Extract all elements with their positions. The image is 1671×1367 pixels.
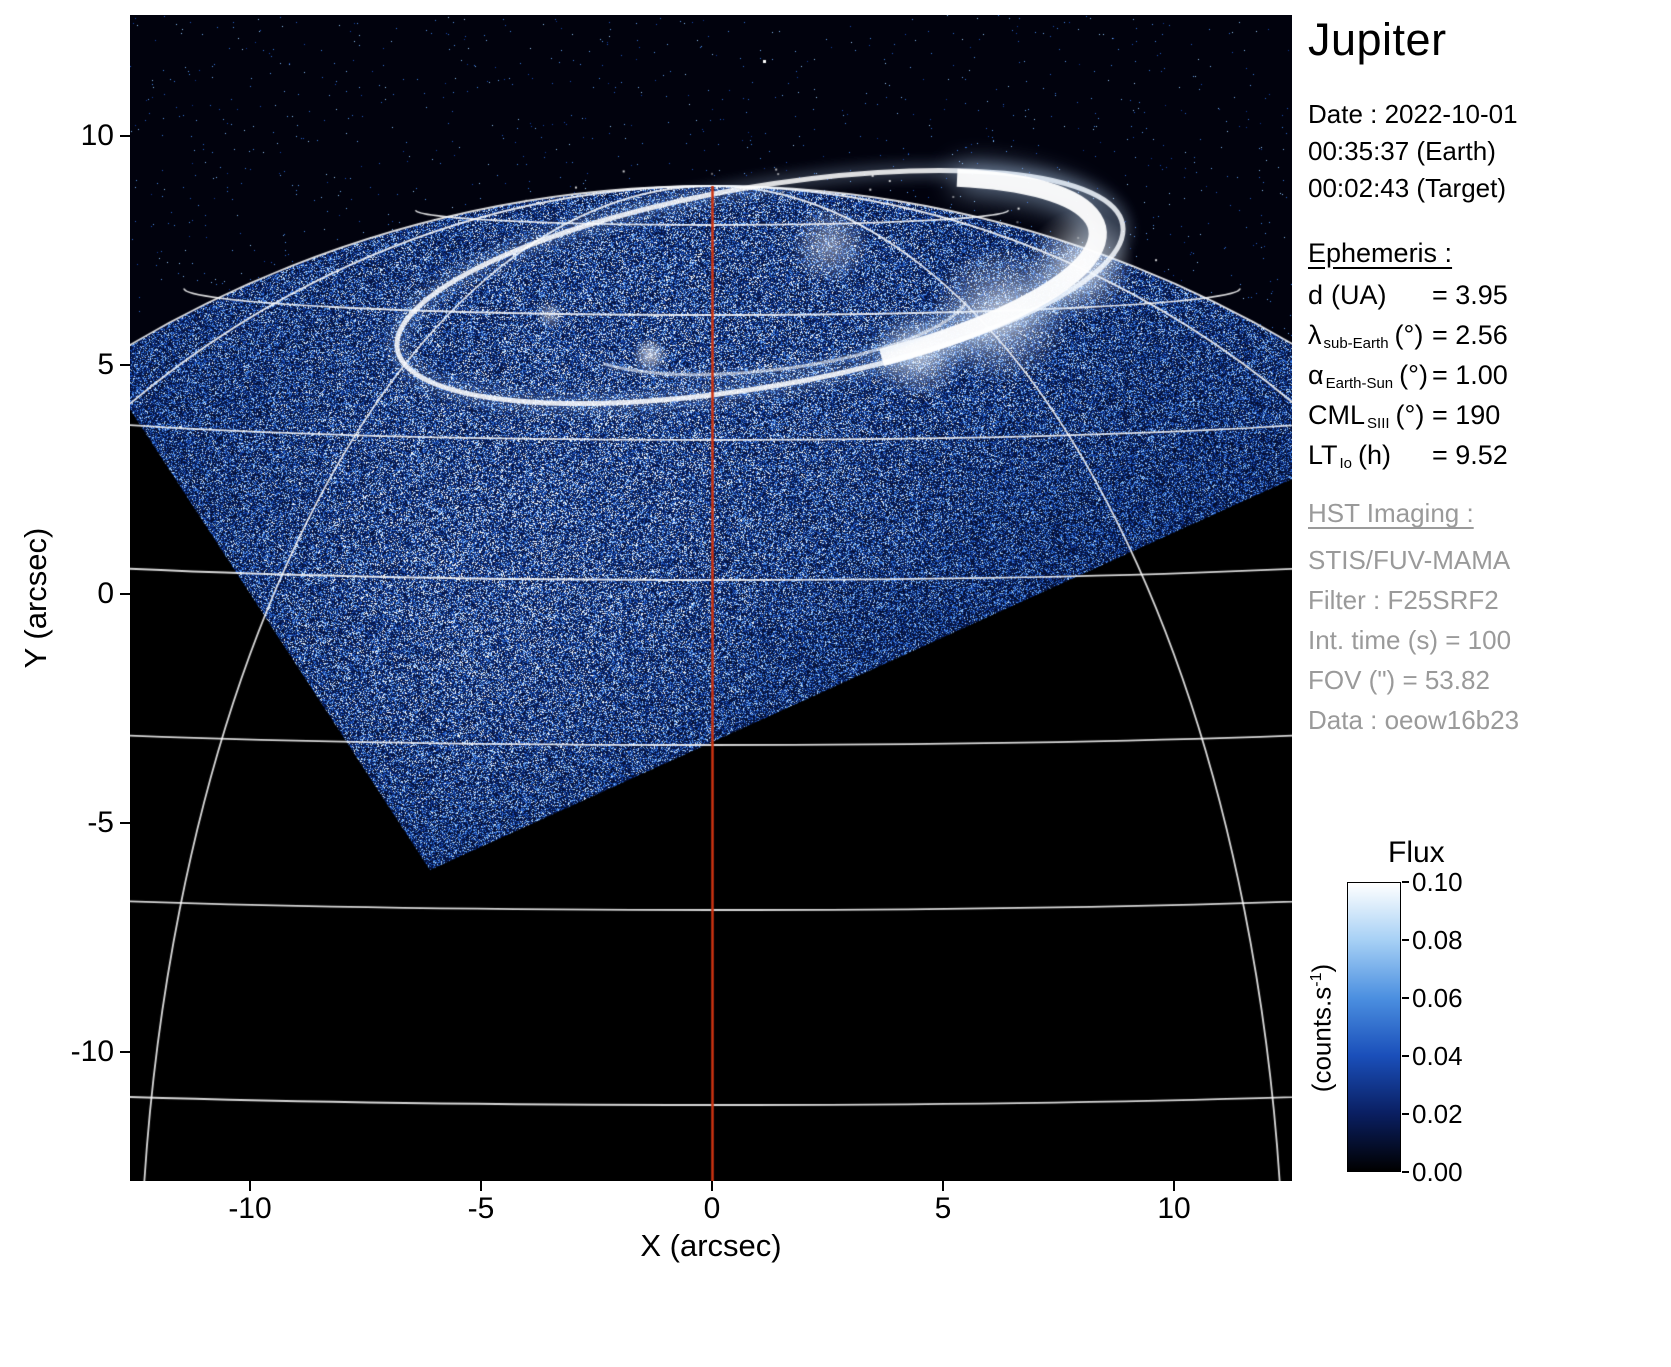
x-tick-mark (480, 1181, 482, 1191)
hst-line-instrument: STIS/FUV-MAMA (1308, 545, 1511, 575)
colorbar-title: Flux (1388, 836, 1445, 869)
colorbar-tick-mark (1402, 1055, 1409, 1057)
page-title: Jupiter (1308, 14, 1447, 65)
y-tick-mark (120, 135, 130, 137)
x-tick-label: -5 (467, 1192, 495, 1225)
colorbar-tick-mark (1402, 997, 1409, 999)
x-axis-title: X (arcsec) (640, 1228, 782, 1263)
jupiter-fuv-image-canvas (130, 15, 1292, 1181)
y-tick-label: -10 (70, 1035, 114, 1068)
colorbar-tick-label: 0.08 (1412, 925, 1463, 955)
colorbar-tick-label: 0.04 (1412, 1041, 1463, 1071)
hst-line-filter: Filter : F25SRF2 (1308, 585, 1499, 615)
obs-time-target: 00:02:43 (Target) (1308, 173, 1507, 203)
hst-line-fov: FOV (") = 53.82 (1308, 665, 1490, 695)
obs-time-earth: 00:35:37 (Earth) (1308, 136, 1496, 166)
x-tick-mark (1173, 1181, 1175, 1191)
ephemeris-value: = 9.52 (1432, 440, 1508, 470)
hst-imaging-heading: HST Imaging : (1308, 498, 1474, 528)
obs-date: Date : 2022-10-01 (1308, 99, 1518, 129)
y-tick-mark (120, 822, 130, 824)
colorbar-tick-mark (1402, 1171, 1409, 1173)
x-tick-label: 0 (703, 1192, 721, 1225)
y-tick-mark (120, 364, 130, 366)
colorbar-tick-label: 0.06 (1412, 983, 1463, 1013)
plot-area (130, 15, 1292, 1181)
colorbar-tick-label: 0.00 (1412, 1157, 1463, 1187)
ephemeris-row-cml: CML SIII (°) = 190 (1308, 400, 1501, 432)
ephemeris-value: = 1.00 (1432, 360, 1508, 390)
colorbar (1347, 882, 1401, 1172)
ephemeris-row-subearth-lat: λ sub-Earth (°) = 2.56 (1308, 320, 1508, 352)
ephemeris-row-distance: d (UA) = 3.95 (1308, 280, 1508, 310)
x-tick-label: 5 (934, 1192, 952, 1225)
hst-imaging-block: STIS/FUV-MAMA Filter : F25SRF2 Int. time… (1308, 540, 1519, 740)
x-tick-mark (942, 1181, 944, 1191)
x-tick-mark (249, 1181, 251, 1191)
x-tick-label: 10 (1157, 1192, 1191, 1225)
colorbar-tick-mark (1402, 881, 1409, 883)
ephemeris-value: = 2.56 (1432, 320, 1508, 350)
hst-line-int-time: Int. time (s) = 100 (1308, 625, 1512, 655)
ephemeris-heading: Ephemeris : (1308, 238, 1453, 268)
x-tick-mark (711, 1181, 713, 1191)
y-tick-label: 5 (97, 348, 114, 381)
y-tick-label: 10 (80, 119, 114, 152)
colorbar-tick-label: 0.02 (1412, 1099, 1463, 1129)
info-panel: Jupiter Date : 2022-10-01 00:35:37 (Eart… (1300, 0, 1671, 1367)
ephemeris-value: = 190 (1432, 400, 1501, 430)
ephemeris-rows: d (UA) = 3.95 λ sub-Earth (°) = 2.56 α Earth… (1308, 280, 1508, 480)
colorbar-unit-label: (counts.s-1) (1306, 963, 1337, 1093)
ephemeris-row-phase-angle: α Earth-Sun (°) = 1.00 (1308, 360, 1508, 392)
y-tick-label: 0 (97, 577, 114, 610)
x-tick-label: -10 (228, 1192, 272, 1225)
colorbar-tick-mark (1402, 1113, 1409, 1115)
ephemeris-row-io-lt: LT Io (h) = 9.52 (1308, 440, 1508, 472)
ephemeris-value: = 3.95 (1432, 280, 1508, 310)
y-tick-mark (120, 593, 130, 595)
colorbar-tick-mark (1402, 939, 1409, 941)
y-tick-label: -5 (87, 806, 114, 839)
observation-block: Date : 2022-10-01 00:35:37 (Earth) 00:02… (1308, 96, 1518, 207)
y-tick-mark (120, 1051, 130, 1053)
hst-line-dataset: Data : oeow16b23 (1308, 705, 1520, 735)
colorbar-tick-label: 0.10 (1412, 867, 1463, 897)
